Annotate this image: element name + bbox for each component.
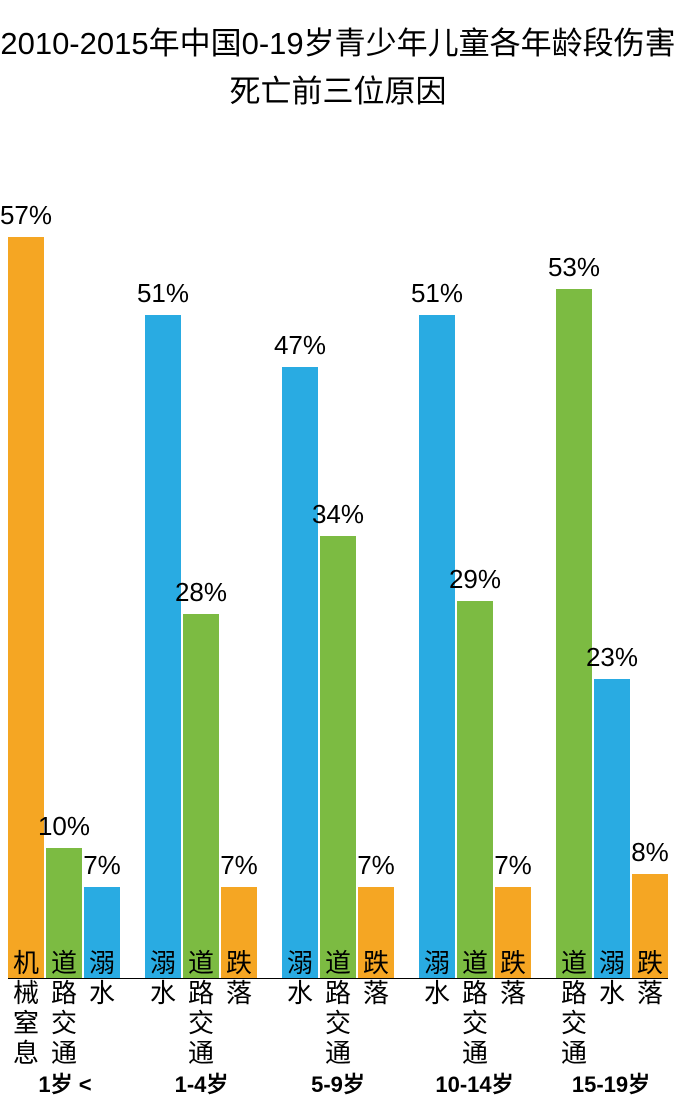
chart-title: 2010-2015年中国0-19岁青少年儿童各年龄段伤害死亡前三位原因 <box>0 0 676 116</box>
category-label-group: 溺水道路交通跌落 <box>145 949 257 1069</box>
category-label: 机械窒息 <box>8 949 44 1069</box>
age-group-label: 5-9岁 <box>281 1067 395 1099</box>
category-label: 道路交通 <box>46 949 82 1069</box>
category-label: 道路交通 <box>556 949 592 1069</box>
age-group-label: 1-4岁 <box>145 1067 259 1099</box>
bar-value-label: 53% <box>548 252 600 283</box>
category-labels-row: 机械窒息道路交通溺水溺水道路交通跌落溺水道路交通跌落溺水道路交通跌落道路交通溺水… <box>8 949 668 1069</box>
bar-value-label: 51% <box>411 278 463 309</box>
bar-value-label: 47% <box>274 330 326 361</box>
age-group-label: 15-19岁 <box>554 1067 668 1099</box>
bar: 23% <box>594 679 630 978</box>
bar-value-label: 28% <box>175 577 227 608</box>
bar: 29% <box>457 601 493 978</box>
bar-value-label: 29% <box>449 564 501 595</box>
bar-value-label: 7% <box>357 850 395 881</box>
bar: 53% <box>556 289 592 978</box>
chart-plot-area: 57%10%7%51%28%7%47%34%7%51%29%7%53%23%8% <box>8 199 668 979</box>
category-label: 道路交通 <box>183 949 219 1069</box>
bar-value-label: 34% <box>312 499 364 530</box>
bar-value-label: 7% <box>494 850 532 881</box>
bar-value-label: 7% <box>220 850 258 881</box>
category-label: 道路交通 <box>320 949 356 1069</box>
bar-value-label: 23% <box>586 642 638 673</box>
category-label-group: 溺水道路交通跌落 <box>419 949 531 1069</box>
category-label-group: 道路交通溺水跌落 <box>556 949 668 1069</box>
bar: 47% <box>282 367 318 978</box>
bar: 28% <box>183 614 219 978</box>
bar-group: 53%23%8% <box>556 289 668 978</box>
category-label-group: 机械窒息道路交通溺水 <box>8 949 120 1069</box>
bar-group: 47%34%7% <box>282 367 394 978</box>
bar-value-label: 10% <box>38 811 90 842</box>
bar-value-label: 51% <box>137 278 189 309</box>
bar: 34% <box>320 536 356 978</box>
bar-value-label: 8% <box>631 837 669 868</box>
bar: 51% <box>145 315 181 978</box>
category-label-group: 溺水道路交通跌落 <box>282 949 394 1069</box>
age-group-label: 10-14岁 <box>418 1067 532 1099</box>
category-label: 溺水 <box>84 949 120 1069</box>
bar: 57% <box>8 237 44 978</box>
age-group-labels-row: 1岁 < 1-4岁 5-9岁 10-14岁 15-19岁 <box>8 1067 668 1099</box>
category-label: 溺水 <box>594 949 630 1069</box>
category-label: 溺水 <box>145 949 181 1069</box>
bar-value-label: 7% <box>83 850 121 881</box>
bar-group: 51%29%7% <box>419 315 531 978</box>
category-label: 溺水 <box>282 949 318 1069</box>
bar-value-label: 57% <box>0 200 52 231</box>
bar-group: 51%28%7% <box>145 315 257 978</box>
category-label: 溺水 <box>419 949 455 1069</box>
age-group-label: 1岁 < <box>8 1067 122 1099</box>
bar-group: 57%10% 7% <box>8 237 120 978</box>
category-label: 跌落 <box>358 949 394 1069</box>
category-label: 跌落 <box>632 949 668 1069</box>
bar: 51% <box>419 315 455 978</box>
category-label: 跌落 <box>221 949 257 1069</box>
category-label: 跌落 <box>495 949 531 1069</box>
category-label: 道路交通 <box>457 949 493 1069</box>
